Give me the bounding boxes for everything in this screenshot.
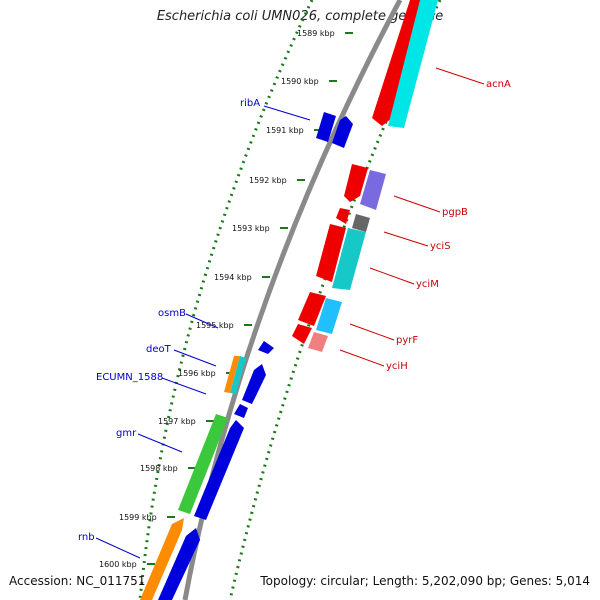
gene-yciS-red[interactable] <box>336 208 350 224</box>
gene-pgpB-purple[interactable] <box>360 170 386 210</box>
gene-label-ribA[interactable]: ribA <box>240 98 260 109</box>
gene-label-pyrF[interactable]: pyrF <box>396 335 418 346</box>
gene-label-acnA[interactable]: acnA <box>486 79 511 90</box>
gene-pyrF-red[interactable] <box>298 292 326 326</box>
gene-rnb-blue[interactable] <box>158 528 200 600</box>
gene-deoT-orange[interactable] <box>224 356 240 393</box>
gene-ribA-block1[interactable] <box>316 112 336 142</box>
gene-ECUMN_1588-shape[interactable] <box>234 404 248 418</box>
gene-deoT-cyan[interactable] <box>230 356 246 394</box>
scale-dotted-ring-left <box>138 0 314 600</box>
leader-gmr <box>137 433 183 453</box>
leader-pgpB <box>393 195 441 213</box>
leader-yciM <box>369 267 415 285</box>
gene-yciH-red[interactable] <box>292 324 312 344</box>
gene-yciH-pink[interactable] <box>308 332 328 352</box>
scale-tick-label: 1599 kbp <box>119 513 157 522</box>
leader-pyrF <box>349 323 395 341</box>
scale-tick-label: 1596 kbp <box>178 369 216 378</box>
scale-tick-label: 1594 kbp <box>214 273 252 282</box>
gene-gmr-green[interactable] <box>178 414 228 514</box>
leader-yciH <box>339 349 385 367</box>
map-title: Escherichia coli UMN026, complete genome <box>156 9 444 24</box>
gene-yciM-cyan[interactable] <box>332 228 366 290</box>
gene-label-deoT[interactable]: deoT <box>146 344 172 355</box>
genome-summary-text: Topology: circular; Length: 5,202,090 bp… <box>260 574 590 588</box>
gene-label-osmB[interactable]: osmB <box>158 308 186 319</box>
gene-deoT-blue[interactable] <box>242 364 266 404</box>
gene-label-rnb[interactable]: rnb <box>78 532 95 543</box>
scale-tick-label: 1595 kbp <box>196 321 234 330</box>
gene-osmB-shape[interactable] <box>258 341 274 354</box>
accession-text: Accession: NC_011751 <box>9 574 146 588</box>
leader-osmB <box>185 313 219 329</box>
scale-tick-label: 1589 kbp <box>297 29 335 38</box>
gene-gmr-blue[interactable] <box>194 420 244 520</box>
gene-label-yciM[interactable]: yciM <box>416 279 439 290</box>
gene-label-gmr[interactable]: gmr <box>116 428 137 439</box>
gene-ribA-block2[interactable] <box>332 116 353 148</box>
gene-acnA-cyan[interactable] <box>388 0 438 128</box>
gene-yciM-red[interactable] <box>316 224 346 282</box>
scale-tick-label: 1591 kbp <box>266 126 304 135</box>
scale-tick-label: 1590 kbp <box>281 77 319 86</box>
leader-yciS <box>383 231 429 247</box>
leader-ECUMN_1588 <box>161 377 207 395</box>
scale-tick-label: 1593 kbp <box>232 224 270 233</box>
gene-label-ECUMN_1588[interactable]: ECUMN_1588 <box>96 372 163 383</box>
leader-rnb <box>95 537 141 559</box>
gene-yciS-gray[interactable] <box>352 214 370 232</box>
gene-pyrF-cyan[interactable] <box>316 298 342 334</box>
leader-acnA <box>435 67 485 85</box>
leader-ribA <box>263 105 311 121</box>
scale-tick-label: 1592 kbp <box>249 176 287 185</box>
gene-rnb-orange[interactable] <box>140 518 184 600</box>
gene-label-yciH[interactable]: yciH <box>386 361 408 372</box>
gene-pgpB-red[interactable] <box>344 164 368 202</box>
scale-tick-label: 1597 kbp <box>158 417 196 426</box>
gene-label-pgpB[interactable]: pgpB <box>442 207 468 218</box>
scale-tick-label: 1598 kbp <box>140 464 178 473</box>
genome-backbone <box>182 0 403 600</box>
gene-label-yciS[interactable]: yciS <box>430 241 451 252</box>
scale-tick-label: 1600 kbp <box>99 560 137 569</box>
leader-deoT <box>173 349 217 367</box>
